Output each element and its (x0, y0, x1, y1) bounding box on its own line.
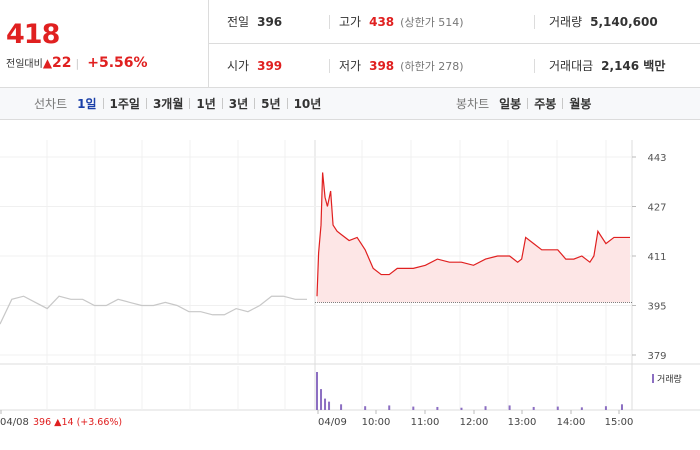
y-tick-label: 379 (647, 351, 666, 362)
volume-bar (436, 406, 439, 410)
x-tick-label: 13:00 (508, 417, 537, 428)
change-label: 전일대비 (6, 59, 43, 70)
prev-close-value: 396 (257, 15, 283, 29)
quote-summary: 418 전일대비▲22 | +5.56% 전일 396 고가 438 (상한가 514) … (0, 0, 700, 88)
prev-close-cell: 전일 396 (227, 15, 283, 29)
volume-bar (324, 398, 327, 410)
prev-day-close: 396 (33, 417, 54, 428)
tab-1day[interactable]: 1일 (77, 97, 97, 111)
tab-10years[interactable]: 10년 (293, 97, 322, 111)
prev-day-change-pct: (+3.66%) (77, 417, 123, 428)
prev-day-summary: 396 ▲14 (+3.66%) (33, 417, 122, 428)
volume-bar (328, 401, 331, 410)
volume-bar (316, 372, 318, 410)
volume-bar (340, 404, 343, 410)
lower-limit: (하한가 278) (400, 60, 464, 73)
tab-monthly-candle[interactable]: 월봉 (569, 97, 592, 111)
volume-bar (460, 407, 463, 410)
y-tick-label: 427 (647, 203, 666, 214)
x-tick-label: 12:00 (460, 417, 489, 428)
y-tick-label: 411 (647, 252, 666, 263)
open-value: 399 (257, 59, 283, 73)
tab-5years[interactable]: 5년 (261, 97, 281, 111)
high-value: 438 (369, 15, 395, 29)
y-tick-label: 443 (647, 153, 666, 164)
open-cell: 시가 399 (227, 59, 283, 73)
x-tick-label: 04/09 (318, 417, 347, 428)
line-chart-title: 선차트 (34, 97, 68, 111)
x-tick-label: 15:00 (605, 417, 634, 428)
volume-bar (556, 406, 559, 410)
volume-bar (620, 404, 623, 410)
volume-cell: 거래량 5,140,600 (549, 15, 658, 29)
change-percent: +5.56% (87, 55, 148, 71)
tab-1year[interactable]: 1년 (196, 97, 216, 111)
trade-value-value: 2,146 백만 (601, 59, 666, 73)
today-price-area (317, 172, 630, 303)
y-tick-label: 395 (647, 302, 666, 313)
up-arrow-icon: ▲ (54, 417, 62, 428)
volume-value: 5,140,600 (590, 15, 658, 29)
high-cell: 고가 438 (상한가 514) (339, 15, 464, 29)
chart-labels: 443 427 411 395 379 거래량 04/08 04/09 10:00 11:00 12… (0, 153, 682, 428)
upper-limit: (상한가 514) (400, 16, 464, 29)
line-chart-tabs: 선차트 1일 1주일 3개월 1년 3년 5년 10년 (34, 88, 321, 120)
volume-legend-label: 거래량 (657, 373, 682, 385)
candle-chart-title: 봉차트 (456, 97, 490, 111)
change-value: 22 (52, 55, 72, 71)
volume-bar (604, 406, 607, 410)
tab-1week[interactable]: 1주일 (109, 97, 140, 111)
today-price-line (316, 172, 630, 297)
intraday-price-chart[interactable]: 443 427 411 395 379 거래량 04/08 04/09 10:00 11:00 12… (0, 120, 700, 450)
trade-value-cell: 거래대금 2,146 백만 (549, 59, 666, 73)
quote-detail-table: 전일 396 고가 438 (상한가 514) 거래량 5,140,600 시가 399 … (208, 0, 700, 88)
volume-bar (508, 405, 511, 410)
volume-bar (320, 389, 323, 410)
volume-bar (388, 405, 391, 410)
price-change: 전일대비▲22 | +5.56% (6, 55, 148, 71)
current-price: 418 (6, 19, 60, 50)
x-tick-label: 04/08 (0, 417, 29, 428)
volume-bar (412, 406, 415, 410)
chart-period-tabs: 선차트 1일 1주일 3개월 1년 3년 5년 10년 봉차트 일봉 주봉 월봉 (0, 88, 700, 120)
tab-3months[interactable]: 3개월 (152, 97, 184, 111)
volume-bar (580, 407, 583, 410)
tab-daily-candle[interactable]: 일봉 (499, 97, 522, 111)
x-tick-label: 11:00 (411, 417, 440, 428)
volume-bar (532, 406, 535, 410)
volume-legend-swatch (652, 374, 654, 383)
prev-day-price-line (0, 295, 307, 325)
price-series (0, 172, 632, 325)
up-arrow-icon: ▲ (42, 56, 53, 70)
x-tick-label: 14:00 (557, 417, 586, 428)
tab-weekly-candle[interactable]: 주봉 (534, 97, 557, 111)
low-value: 398 (369, 59, 395, 73)
volume-panel (316, 372, 623, 410)
volume-bar (484, 406, 487, 410)
volume-bar (364, 406, 367, 410)
x-tick-label: 10:00 (362, 417, 391, 428)
candle-chart-tabs: 봉차트 일봉 주봉 월봉 (456, 88, 591, 120)
low-cell: 저가 398 (하한가 278) (339, 59, 464, 73)
tab-3years[interactable]: 3년 (228, 97, 249, 111)
prev-day-change: 14 (61, 417, 76, 428)
